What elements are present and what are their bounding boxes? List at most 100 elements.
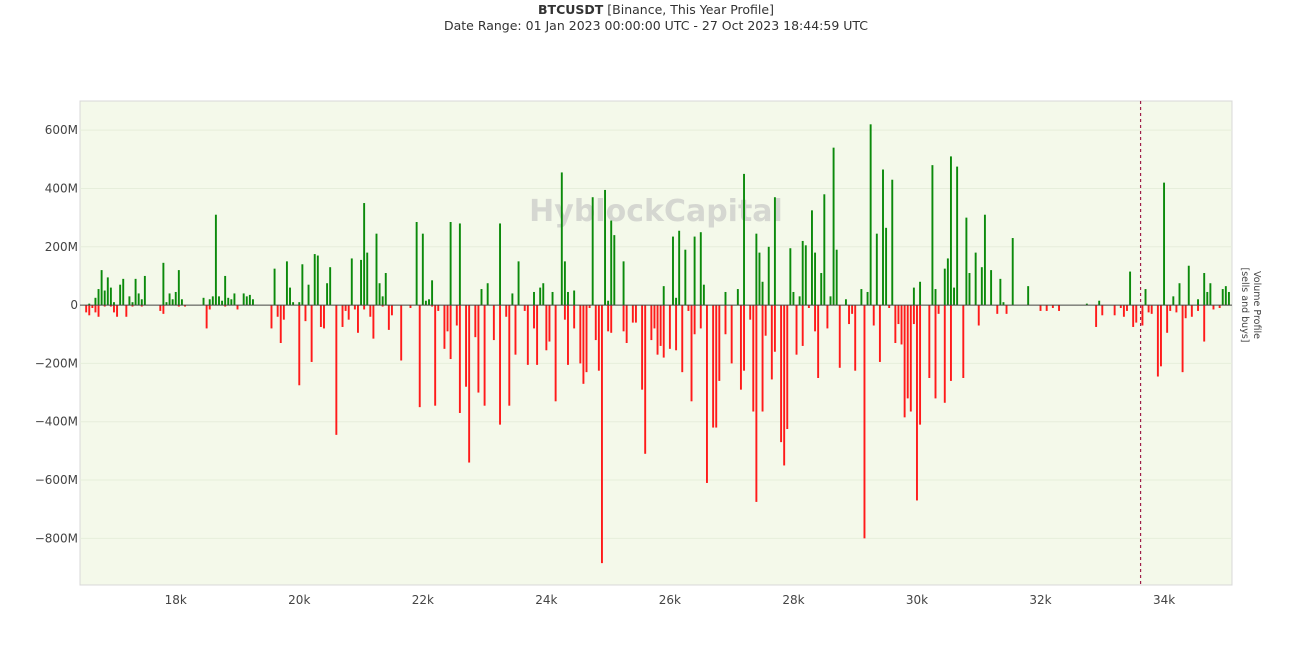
sell-bar[interactable]	[236, 305, 239, 310]
sell-bar[interactable]	[653, 305, 656, 329]
buy-bar[interactable]	[755, 233, 758, 306]
buy-bar[interactable]	[1224, 286, 1227, 306]
buy-bar[interactable]	[573, 290, 576, 306]
sell-bar[interactable]	[1156, 305, 1159, 377]
buy-bar[interactable]	[140, 299, 143, 306]
sell-bar[interactable]	[585, 305, 588, 373]
sell-bar[interactable]	[817, 305, 820, 378]
buy-bar[interactable]	[230, 299, 233, 306]
sell-bar[interactable]	[690, 305, 693, 402]
sell-bar[interactable]	[514, 305, 517, 355]
sell-bar[interactable]	[588, 305, 591, 309]
buy-bar[interactable]	[773, 197, 776, 306]
sell-bar[interactable]	[224, 305, 227, 307]
sell-bar[interactable]	[712, 305, 715, 428]
sell-bar[interactable]	[916, 305, 918, 501]
buy-bar[interactable]	[980, 267, 983, 306]
buy-bar[interactable]	[122, 278, 125, 306]
buy-bar[interactable]	[965, 217, 968, 306]
sell-bar[interactable]	[807, 305, 810, 309]
buy-bar[interactable]	[415, 222, 418, 306]
sell-bar[interactable]	[1190, 305, 1193, 317]
sell-bar[interactable]	[474, 305, 477, 338]
sell-bar[interactable]	[298, 305, 301, 386]
sell-bar[interactable]	[567, 305, 569, 365]
buy-bar[interactable]	[835, 249, 838, 306]
buy-bar[interactable]	[131, 302, 134, 306]
sell-bar[interactable]	[1101, 305, 1104, 316]
sell-bar[interactable]	[465, 305, 468, 387]
sell-bar[interactable]	[851, 305, 854, 314]
buy-bar[interactable]	[1197, 299, 1199, 306]
buy-bar[interactable]	[1002, 302, 1005, 306]
buy-bar[interactable]	[421, 233, 424, 306]
buy-bar[interactable]	[1172, 296, 1175, 306]
sell-bar[interactable]	[1051, 305, 1054, 309]
sell-bar[interactable]	[594, 305, 597, 341]
sell-bar[interactable]	[91, 305, 94, 309]
buy-bar[interactable]	[678, 230, 681, 306]
buy-bar[interactable]	[171, 299, 174, 306]
sell-bar[interactable]	[431, 305, 434, 307]
buy-bar[interactable]	[113, 302, 115, 306]
sell-bar[interactable]	[801, 305, 804, 346]
buy-bar[interactable]	[823, 194, 826, 306]
sell-bar[interactable]	[715, 305, 718, 428]
sell-bar[interactable]	[764, 305, 767, 336]
sell-bar[interactable]	[1212, 305, 1215, 310]
buy-bar[interactable]	[177, 270, 180, 306]
buy-bar[interactable]	[517, 261, 520, 306]
sell-bar[interactable]	[1197, 305, 1199, 311]
sell-bar[interactable]	[390, 305, 393, 316]
sell-bar[interactable]	[582, 305, 585, 384]
sell-bar[interactable]	[443, 305, 446, 349]
sell-bar[interactable]	[573, 305, 576, 329]
buy-bar[interactable]	[375, 233, 378, 306]
sell-bar[interactable]	[1126, 305, 1128, 311]
sell-bar[interactable]	[1132, 305, 1135, 327]
sell-bar[interactable]	[1218, 305, 1221, 309]
buy-bar[interactable]	[604, 189, 606, 306]
buy-bar[interactable]	[758, 252, 761, 306]
buy-bar[interactable]	[381, 296, 384, 306]
buy-bar[interactable]	[613, 235, 616, 306]
buy-bar[interactable]	[384, 273, 387, 306]
sell-bar[interactable]	[270, 305, 273, 329]
buy-bar[interactable]	[301, 264, 304, 306]
sell-bar[interactable]	[1184, 305, 1187, 319]
sell-bar[interactable]	[1181, 305, 1184, 373]
buy-bar[interactable]	[1129, 271, 1132, 306]
sell-bar[interactable]	[878, 305, 881, 362]
buy-bar[interactable]	[767, 246, 770, 306]
buy-bar[interactable]	[789, 248, 792, 306]
sell-bar[interactable]	[536, 305, 539, 365]
sell-bar[interactable]	[554, 305, 557, 402]
sell-bar[interactable]	[446, 305, 449, 332]
sell-bar[interactable]	[1095, 305, 1098, 327]
sell-bar[interactable]	[730, 305, 733, 364]
sell-bar[interactable]	[706, 305, 708, 483]
buy-bar[interactable]	[248, 294, 251, 306]
buy-bar[interactable]	[990, 270, 993, 306]
sell-bar[interactable]	[1039, 305, 1042, 311]
buy-bar[interactable]	[486, 283, 489, 306]
buy-bar[interactable]	[88, 303, 91, 306]
sell-bar[interactable]	[363, 305, 366, 310]
sell-bar[interactable]	[208, 305, 211, 310]
buy-bar[interactable]	[943, 268, 946, 306]
buy-bar[interactable]	[860, 289, 863, 306]
buy-bar[interactable]	[956, 166, 959, 306]
sell-bar[interactable]	[909, 305, 912, 412]
sell-bar[interactable]	[668, 305, 671, 349]
sell-bar[interactable]	[1113, 305, 1116, 316]
sell-bar[interactable]	[739, 305, 742, 390]
sell-bar[interactable]	[483, 305, 486, 406]
sell-bar[interactable]	[795, 305, 798, 355]
sell-bar[interactable]	[310, 305, 313, 362]
sell-bar[interactable]	[113, 305, 115, 313]
sell-bar[interactable]	[814, 305, 817, 332]
buy-bar[interactable]	[174, 291, 177, 306]
sell-bar[interactable]	[634, 305, 637, 323]
buy-bar[interactable]	[946, 258, 949, 306]
